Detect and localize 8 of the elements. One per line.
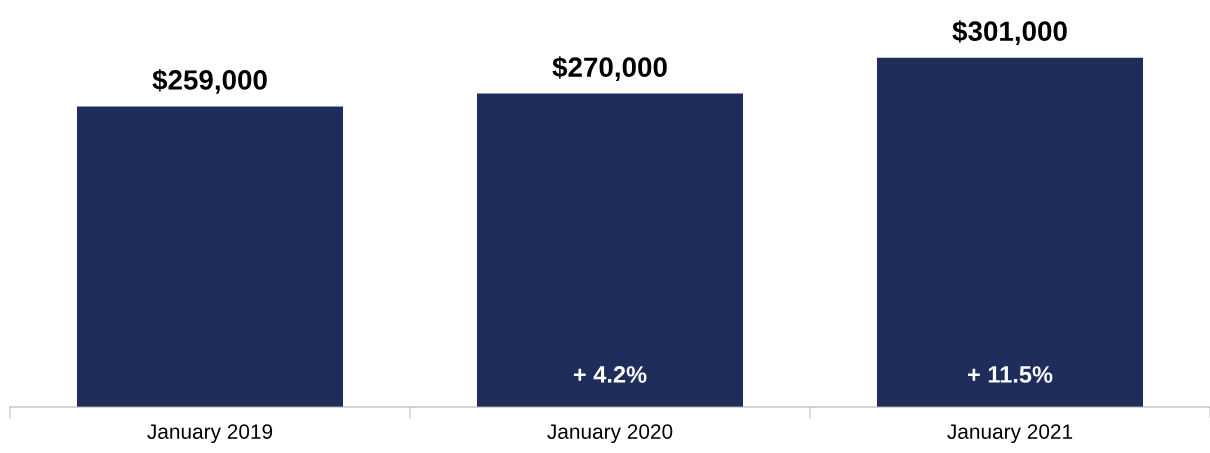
data-label: $301,000 — [952, 20, 1067, 46]
data-label: $270,000 — [552, 56, 667, 82]
annotation: + 4.2% — [573, 366, 647, 383]
x-tick-label: January 2019 — [147, 424, 273, 444]
annotation: + 11.5% — [967, 366, 1053, 383]
x-tick-label: January 2021 — [947, 424, 1073, 444]
data-label: $259,000 — [152, 68, 267, 94]
x-tick-label: January 2020 — [547, 424, 673, 444]
